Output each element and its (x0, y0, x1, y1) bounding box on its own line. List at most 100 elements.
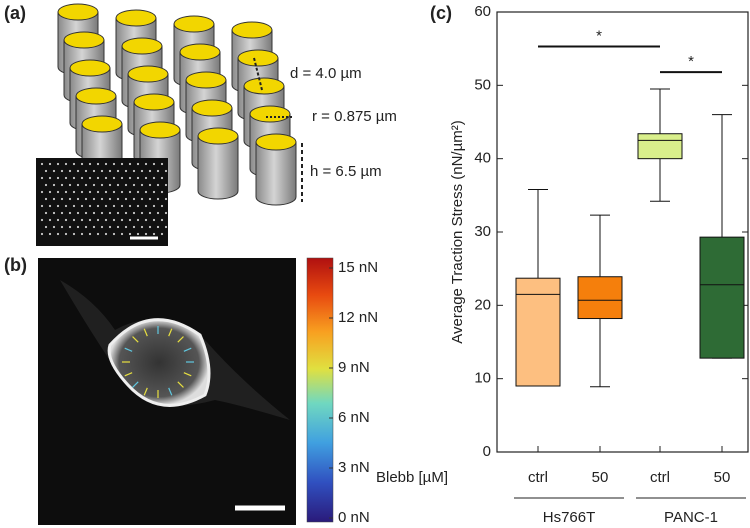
dot (40, 232, 44, 236)
colorbar-label: 9 nN (338, 359, 370, 376)
dot (132, 225, 136, 229)
dot (132, 183, 136, 187)
dot (140, 225, 144, 229)
dot (48, 162, 52, 166)
pillar-top (237, 49, 279, 67)
dot (48, 176, 52, 180)
dot (76, 169, 80, 173)
dot (120, 232, 124, 236)
arrow (124, 372, 133, 377)
dot (128, 176, 132, 180)
x-tick-label: 50 (592, 469, 609, 486)
annotation: r = 0.875 µm (312, 108, 397, 125)
dot (72, 218, 76, 222)
dot (60, 183, 64, 187)
dot (68, 197, 72, 201)
dot (56, 190, 60, 194)
dot (120, 218, 124, 222)
dot (56, 162, 60, 166)
colorbar-label: 6 nN (338, 409, 370, 426)
dot (148, 183, 152, 187)
dot (112, 232, 116, 236)
dot (128, 232, 132, 236)
box (515, 277, 561, 387)
y-tick-label: 20 (474, 296, 491, 313)
box (699, 236, 745, 359)
dot (88, 204, 92, 208)
dot (52, 197, 56, 201)
dot (96, 190, 100, 194)
cell (107, 318, 211, 407)
panel-label: (b) (4, 255, 27, 275)
dot (156, 183, 160, 187)
dot (116, 169, 120, 173)
dot (152, 218, 156, 222)
dot (80, 232, 84, 236)
y-axis-label: Average Traction Stress (nN/µm²) (449, 120, 466, 343)
dot (56, 204, 60, 208)
dot (72, 232, 76, 236)
dot (152, 162, 156, 166)
dot (144, 162, 148, 166)
x-tick-label: ctrl (528, 469, 548, 486)
dot (68, 169, 72, 173)
dot (76, 183, 80, 187)
dot (72, 190, 76, 194)
dot (40, 190, 44, 194)
dot (148, 211, 152, 215)
dot (44, 169, 48, 173)
dot (140, 197, 144, 201)
dot (108, 183, 112, 187)
dot (104, 162, 108, 166)
dot (88, 232, 92, 236)
box (577, 276, 623, 320)
pillar-top (191, 99, 233, 117)
dot (40, 204, 44, 208)
dot (68, 211, 72, 215)
dot (164, 197, 168, 201)
dot (52, 183, 56, 187)
dot (116, 211, 120, 215)
dot (80, 204, 84, 208)
pillar-top (179, 43, 221, 61)
dot (80, 162, 84, 166)
colorbar-label: 12 nN (338, 309, 378, 326)
pillar-top (173, 15, 215, 33)
dot (152, 190, 156, 194)
pillar-top (63, 31, 105, 49)
arrow (124, 347, 133, 352)
dot (108, 211, 112, 215)
dot (92, 197, 96, 201)
dot (124, 211, 128, 215)
dot (96, 218, 100, 222)
dot (88, 190, 92, 194)
dot (40, 176, 44, 180)
dot (136, 232, 140, 236)
colorbar-label: 15 nN (338, 259, 378, 276)
dot (52, 211, 56, 215)
dot (64, 218, 68, 222)
dot (164, 225, 168, 229)
arrow (183, 372, 192, 377)
dot (160, 162, 164, 166)
dot (84, 211, 88, 215)
dot (104, 218, 108, 222)
dot (96, 204, 100, 208)
dot (128, 204, 132, 208)
y-tick-label: 50 (474, 76, 491, 93)
dot (136, 176, 140, 180)
dot (80, 176, 84, 180)
dot (100, 183, 104, 187)
y-tick-label: 0 (483, 443, 491, 460)
dot (160, 176, 164, 180)
pillar-top (231, 21, 273, 39)
dot (104, 232, 108, 236)
dot (92, 211, 96, 215)
dot (92, 183, 96, 187)
dot (120, 176, 124, 180)
dot (48, 204, 52, 208)
dot (104, 204, 108, 208)
arrow (168, 387, 173, 396)
dot (148, 225, 152, 229)
dot (100, 225, 104, 229)
